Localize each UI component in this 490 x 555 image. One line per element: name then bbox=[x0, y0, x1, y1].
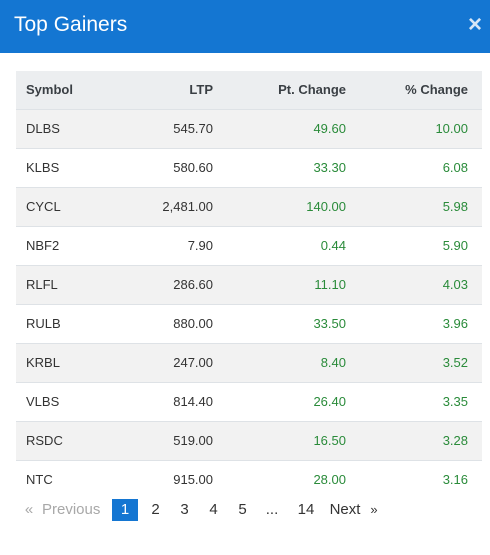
table-header-row: Symbol LTP Pt. Change % Change bbox=[16, 71, 482, 110]
pagination: « Previous 1 2 3 4 5 ... 14 Next » bbox=[16, 498, 383, 522]
table-row: KRBL 247.00 8.40 3.52 bbox=[16, 343, 482, 382]
cell-ltp: 580.60 bbox=[173, 160, 213, 175]
cell-pt-change: 26.40 bbox=[313, 394, 346, 409]
cell-symbol[interactable]: RSDC bbox=[26, 433, 63, 448]
page-link-3[interactable]: 3 bbox=[180, 501, 189, 518]
table-row: KLBS 580.60 33.30 6.08 bbox=[16, 148, 482, 187]
cell-pct-change: 3.35 bbox=[442, 394, 468, 409]
cell-symbol[interactable]: CYCL bbox=[26, 199, 61, 214]
cell-pct-change: 5.98 bbox=[442, 199, 468, 214]
pagination-ellipsis: ... bbox=[265, 501, 279, 518]
modal-header: Top Gainers × bbox=[0, 0, 490, 53]
cell-pt-change: 33.50 bbox=[313, 316, 346, 331]
close-icon[interactable]: × bbox=[467, 11, 482, 38]
cell-pt-change: 8.40 bbox=[320, 355, 346, 370]
cell-symbol[interactable]: RULB bbox=[26, 316, 61, 331]
next-page-link[interactable]: Next bbox=[329, 501, 361, 518]
cell-pt-change: 11.10 bbox=[314, 277, 346, 292]
table-row: VLBS 814.40 26.40 3.35 bbox=[16, 382, 482, 421]
table-row: RLFL 286.60 11.10 4.03 bbox=[16, 265, 482, 304]
cell-ltp: 814.40 bbox=[173, 394, 213, 409]
cell-pct-change: 4.03 bbox=[442, 277, 468, 292]
cell-ltp: 545.70 bbox=[173, 121, 213, 136]
cell-pct-change: 3.28 bbox=[442, 433, 468, 448]
cell-pct-change: 3.52 bbox=[442, 355, 468, 370]
column-header-symbol[interactable]: Symbol bbox=[16, 71, 116, 110]
cell-pct-change: 3.16 bbox=[442, 472, 468, 488]
prev-arrow-icon: « bbox=[24, 501, 34, 518]
cell-symbol[interactable]: NBF2 bbox=[26, 238, 60, 253]
cell-symbol[interactable]: RLFL bbox=[26, 277, 58, 292]
cell-pt-change: 0.44 bbox=[320, 238, 346, 253]
page-link-4[interactable]: 4 bbox=[209, 501, 218, 518]
column-header-pt-change[interactable]: Pt. Change bbox=[213, 71, 346, 110]
cell-ltp: 519.00 bbox=[173, 433, 213, 448]
cell-pt-change: 140.00 bbox=[306, 199, 346, 214]
table-row: DLBS 545.70 49.60 10.00 bbox=[16, 109, 482, 148]
column-header-ltp[interactable]: LTP bbox=[116, 71, 213, 110]
cell-ltp: 915.00 bbox=[173, 472, 213, 488]
cell-pt-change: 33.30 bbox=[313, 160, 346, 175]
cell-ltp: 880.00 bbox=[173, 316, 213, 331]
next-arrow-icon[interactable]: » bbox=[370, 502, 378, 517]
cell-pct-change: 10.00 bbox=[435, 121, 468, 136]
cell-pt-change: 28.00 bbox=[313, 472, 346, 488]
table-row: NBF2 7.90 0.44 5.90 bbox=[16, 226, 482, 265]
cell-pct-change: 5.90 bbox=[442, 238, 468, 253]
cell-ltp: 7.90 bbox=[187, 238, 213, 253]
page-link-2[interactable]: 2 bbox=[151, 501, 160, 518]
cell-pct-change: 6.08 bbox=[442, 160, 468, 175]
modal-title: Top Gainers bbox=[14, 13, 128, 36]
table-row: CYCL 2,481.00 140.00 5.98 bbox=[16, 187, 482, 226]
cell-symbol[interactable]: DLBS bbox=[26, 121, 60, 136]
cell-pt-change: 49.60 bbox=[313, 121, 346, 136]
cell-symbol[interactable]: VLBS bbox=[26, 394, 60, 409]
table-row: RULB 880.00 33.50 3.96 bbox=[16, 304, 482, 343]
top-gainers-table: Symbol LTP Pt. Change % Change DLBS 545.… bbox=[16, 71, 482, 499]
cell-ltp: 247.00 bbox=[173, 355, 213, 370]
page-link-5[interactable]: 5 bbox=[238, 501, 247, 518]
cell-pt-change: 16.50 bbox=[313, 433, 346, 448]
previous-page-link[interactable]: Previous bbox=[42, 501, 101, 518]
table-row: RSDC 519.00 16.50 3.28 bbox=[16, 421, 482, 460]
cell-ltp: 2,481.00 bbox=[162, 199, 213, 214]
cell-symbol[interactable]: KLBS bbox=[26, 160, 60, 175]
table-row: NTC 915.00 28.00 3.16 bbox=[16, 460, 482, 499]
page-link-1[interactable]: 1 bbox=[112, 499, 138, 521]
page-link-14[interactable]: 14 bbox=[297, 501, 315, 518]
cell-symbol[interactable]: KRBL bbox=[26, 355, 60, 370]
column-header-pct-change[interactable]: % Change bbox=[346, 71, 482, 110]
modal-body: Symbol LTP Pt. Change % Change DLBS 545.… bbox=[0, 53, 490, 553]
cell-symbol[interactable]: NTC bbox=[26, 472, 53, 488]
cell-pct-change: 3.96 bbox=[442, 316, 468, 331]
cell-ltp: 286.60 bbox=[173, 277, 213, 292]
